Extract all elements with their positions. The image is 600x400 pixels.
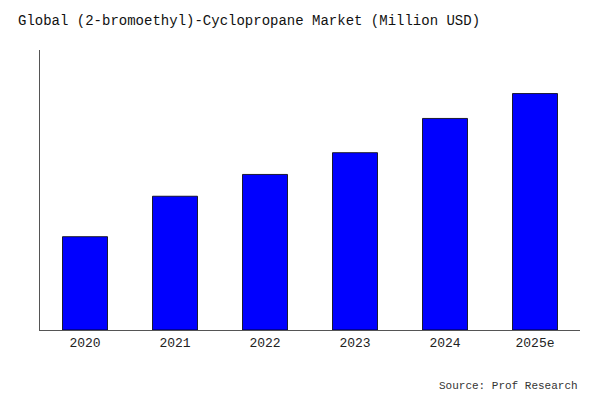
- svg-text:2020: 2020: [69, 336, 100, 351]
- svg-text:2022: 2022: [249, 336, 280, 351]
- svg-text:2025e: 2025e: [515, 336, 554, 351]
- svg-text:2021: 2021: [159, 336, 190, 351]
- svg-text:Source: Prof Research: Source: Prof Research: [439, 380, 578, 392]
- svg-text:Global (2-bromoethyl)-Cyclopro: Global (2-bromoethyl)-Cyclopropane Marke…: [18, 13, 480, 29]
- svg-text:2023: 2023: [339, 336, 370, 351]
- svg-text:2024: 2024: [429, 336, 460, 351]
